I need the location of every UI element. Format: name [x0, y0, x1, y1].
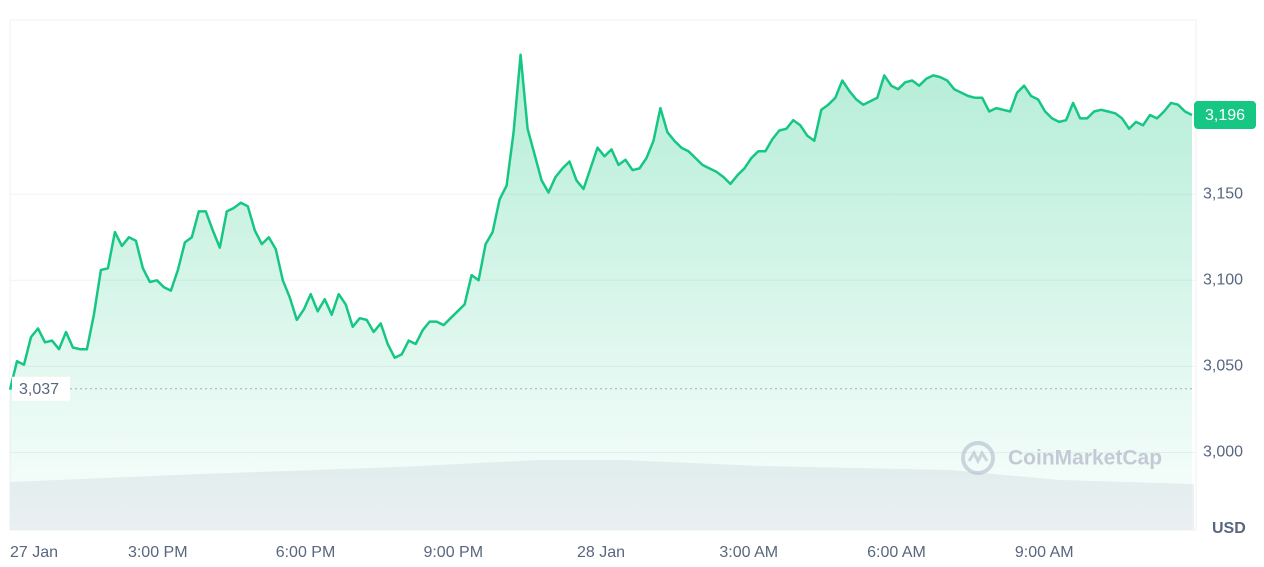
- reference-label: 3,037: [19, 381, 59, 398]
- watermark: CoinMarketCap: [1008, 447, 1162, 470]
- y-tick-label: 3,100: [1203, 272, 1243, 289]
- x-tick-label: 6:00 PM: [276, 544, 336, 561]
- current-price-badge: [1194, 100, 1256, 129]
- currency-label: USD: [1212, 520, 1246, 537]
- reference-label-bg: [12, 376, 70, 401]
- x-tick-label: 6:00 AM: [867, 544, 926, 561]
- x-tick-label: 27 Jan: [10, 544, 58, 561]
- current-price-label: 3,196: [1205, 107, 1245, 124]
- x-tick-label: 3:00 AM: [719, 544, 778, 561]
- x-tick-label: 28 Jan: [577, 544, 625, 561]
- x-tick-label: 3:00 PM: [128, 544, 188, 561]
- y-tick-label: 3,000: [1203, 444, 1243, 461]
- area-fill: [10, 54, 1192, 530]
- watermark-logo: [961, 441, 995, 475]
- y-tick-label: 3,150: [1203, 185, 1243, 202]
- x-tick-label: 9:00 PM: [423, 544, 483, 561]
- x-tick-label: 9:00 AM: [1015, 544, 1074, 561]
- y-tick-label: 3,050: [1203, 358, 1243, 375]
- price-line: [8, 53, 1193, 390]
